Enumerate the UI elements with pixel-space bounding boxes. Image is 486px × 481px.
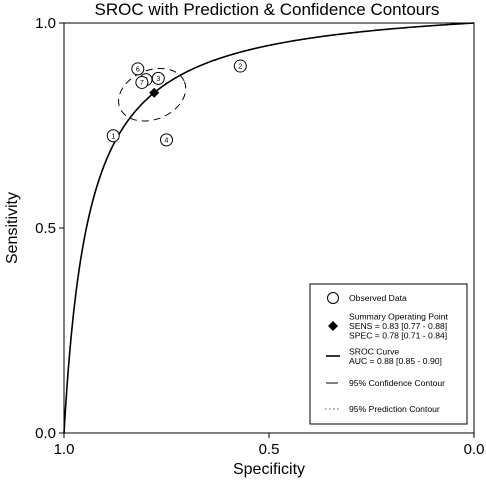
legend-text: AUC = 0.88 [0.85 - 0.90]	[349, 356, 442, 366]
legend-text: 95% Confidence Contour	[349, 378, 445, 388]
y-axis-label: Sensitivity	[4, 192, 21, 264]
legend-text: Observed Data	[349, 293, 407, 303]
axes-group: 1.0 0.5 0.0 0.0 0.5 1.0	[35, 15, 484, 458]
study-label: 1	[111, 133, 115, 140]
study-circle	[160, 133, 173, 147]
study-label: 3	[156, 76, 160, 83]
x-tick-label: 1.0	[54, 441, 75, 458]
y-tick-label: 0.0	[35, 425, 56, 442]
study-label: 6	[136, 66, 140, 73]
study-point: 7	[135, 75, 149, 89]
study-point: 3	[151, 71, 165, 85]
chart-title: SROC with Prediction & Confidence Contou…	[95, 0, 440, 19]
confidence-contour	[118, 67, 187, 122]
points-layer: 1234567	[106, 59, 247, 147]
y-tick-label: 0.5	[35, 220, 56, 237]
study-point: 4	[160, 133, 173, 147]
study-point: 1	[106, 129, 120, 143]
legend: Observed Data Summary Operating PointSENS…	[309, 283, 468, 425]
legend-circle-symbol	[327, 292, 339, 304]
study-point: 2	[233, 59, 247, 73]
y-tick-label: 1.0	[35, 15, 56, 32]
x-tick-label: 0.5	[259, 441, 280, 458]
x-axis-label: Specificity	[233, 461, 305, 478]
legend-text: SPEC = 0.78 [0.71 - 0.84]	[349, 331, 447, 341]
contour-layer	[118, 67, 187, 122]
x-tick-label: 0.0	[464, 441, 485, 458]
legend-box	[309, 283, 468, 425]
study-label: 7	[140, 80, 144, 87]
curve-layer	[63, 22, 474, 434]
sroc-curve	[63, 22, 474, 434]
study-point: 6	[131, 62, 145, 76]
study-label: 2	[238, 64, 242, 71]
study-circle	[131, 62, 145, 76]
study-circle	[106, 129, 120, 143]
legend-text: 95% Prediction Contour	[349, 404, 440, 414]
legend-diamond-symbol	[328, 321, 338, 331]
study-label: 4	[165, 137, 169, 144]
legend-text: SROC Curve	[349, 346, 399, 356]
summary-point-diamond	[149, 87, 160, 98]
legend-text: SENS = 0.83 [0.77 - 0.88]	[349, 321, 447, 331]
legend-text: Summary Operating Point	[349, 312, 448, 322]
study-circle	[135, 75, 149, 89]
study-circle	[233, 59, 247, 73]
